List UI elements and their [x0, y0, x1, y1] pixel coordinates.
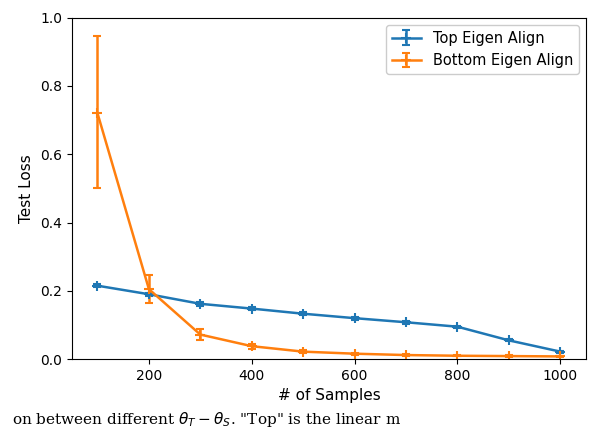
- X-axis label: # of Samples: # of Samples: [277, 389, 380, 403]
- Text: on between different $\theta_T - \theta_S$. "Top" is the linear m: on between different $\theta_T - \theta_…: [12, 410, 401, 429]
- Y-axis label: Test Loss: Test Loss: [20, 154, 35, 223]
- Legend: Top Eigen Align, Bottom Eigen Align: Top Eigen Align, Bottom Eigen Align: [386, 25, 579, 74]
